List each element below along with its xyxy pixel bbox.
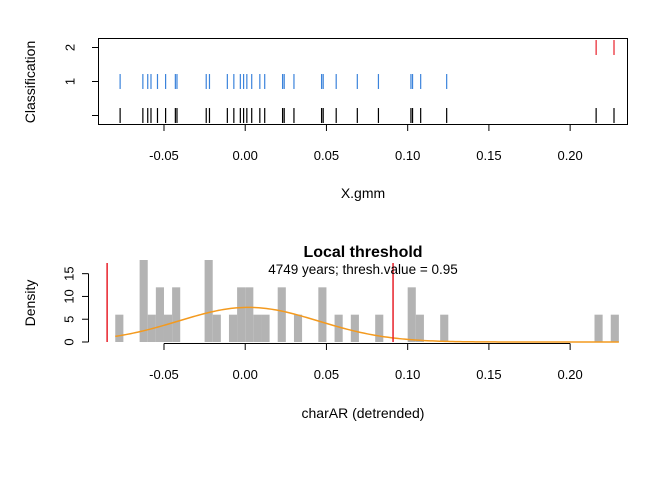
x-tick-label: -0.05: [149, 367, 179, 382]
y-tick-label: 15: [62, 266, 77, 280]
x-tick-label: 0.00: [233, 148, 258, 163]
x-tick-label: 0.05: [314, 148, 339, 163]
x-axis-title: charAR (detrended): [302, 405, 425, 421]
x-axis-title: X.gmm: [341, 185, 385, 201]
histogram-bar: [261, 314, 270, 342]
histogram-bar: [245, 287, 254, 342]
histogram-bar: [375, 314, 384, 342]
histogram-bar: [440, 314, 449, 342]
histogram-bar: [277, 287, 286, 342]
histogram-bars: [115, 260, 619, 342]
classification-plot-box: [98, 38, 628, 125]
x-tick-label: -0.05: [149, 148, 179, 163]
x-tick-label: 0.20: [557, 367, 582, 382]
histogram-bar: [293, 314, 303, 342]
threshold-lines: [106, 263, 394, 342]
x-axis: -0.05 0.00 0.05 0.10 0.15 0.20: [149, 124, 583, 163]
x-tick-label: 0.10: [395, 367, 420, 382]
histogram-bar: [407, 287, 416, 342]
plot-title: Local threshold: [303, 244, 422, 261]
histogram-bar: [212, 314, 221, 342]
x-tick-label: 0.20: [557, 148, 582, 163]
classification-series: [119, 40, 615, 89]
plot-subtitle: 4749 years; thresh.value = 0.95: [268, 262, 458, 277]
histogram-bar: [228, 314, 238, 342]
x-tick-label: 0.15: [476, 148, 501, 163]
histogram-bar: [415, 314, 424, 342]
y-tick-label: 1: [63, 78, 78, 85]
histogram-bar: [610, 314, 619, 342]
histogram-bar: [204, 260, 213, 342]
y-axis-title: Density: [22, 280, 38, 327]
y-tick-label: 5: [62, 316, 77, 323]
x-tick-label: 0.10: [395, 148, 420, 163]
rug-marks: [119, 108, 615, 123]
y-axis: 0 5 10 15: [62, 266, 89, 346]
y-tick-label: 10: [62, 289, 77, 303]
histogram-bar: [318, 287, 327, 342]
x-axis: -0.05 0.00 0.05 0.10 0.15 0.20: [149, 343, 583, 382]
histogram-bar: [350, 314, 359, 342]
histogram-bar: [237, 287, 246, 342]
threshold-panel: -0.05 0.00 0.05 0.10 0.15 0.20 0 5 10 15 Local t…: [22, 244, 619, 421]
histogram-bar: [172, 287, 181, 342]
histogram-bar: [115, 314, 124, 342]
histogram-bar: [253, 314, 262, 342]
y-axis-title: Classification: [22, 41, 38, 123]
x-tick-label: 0.00: [233, 367, 258, 382]
histogram-bar: [594, 314, 603, 342]
x-tick-label: 0.15: [476, 367, 501, 382]
x-tick-label: 0.05: [314, 367, 339, 382]
y-tick-label: 2: [63, 44, 78, 51]
y-axis: 12: [63, 44, 99, 116]
histogram-bar: [334, 314, 343, 342]
histogram-bar: [139, 260, 148, 342]
density-curve: [115, 306, 619, 343]
histogram-bar: [163, 314, 173, 342]
classification-panel: -0.05 0.00 0.05 0.10 0.15 0.20 12 X.gmm Class…: [22, 38, 628, 201]
y-tick-label: 0: [62, 338, 77, 345]
histogram-bar: [155, 287, 164, 342]
